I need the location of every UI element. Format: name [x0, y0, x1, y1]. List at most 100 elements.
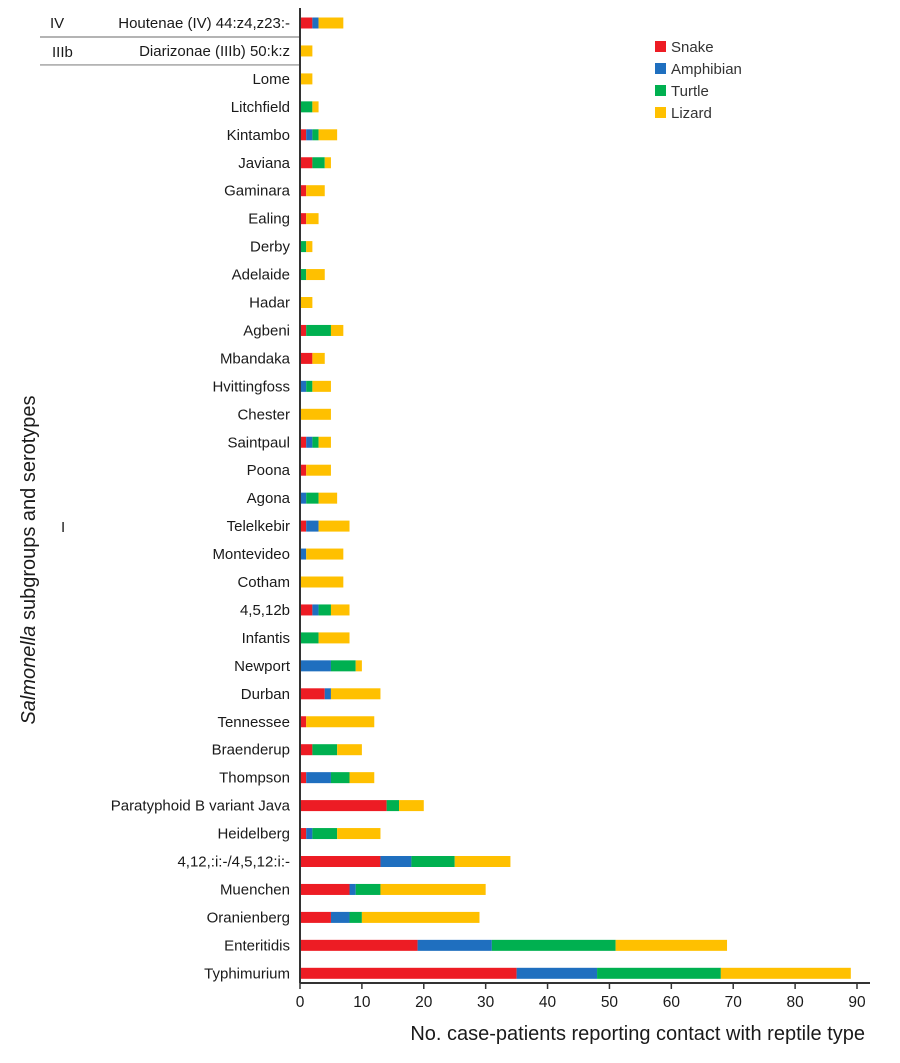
bar-segment-lizard: [330, 324, 344, 336]
bar-segment-lizard: [337, 828, 381, 840]
category-label: Lome: [252, 71, 290, 88]
bar-segment-lizard: [312, 380, 331, 392]
legend-label-lizard: Lizard: [671, 105, 712, 122]
subgroup-label: IIIb: [52, 44, 73, 61]
bar-segment-amphibian: [300, 660, 331, 672]
bar-segment-lizard: [454, 856, 511, 867]
category-label: Infantis: [242, 630, 290, 647]
category-label: Litchfield: [231, 99, 290, 116]
bar-segment-amphibian: [306, 129, 313, 141]
bars-layer: [300, 17, 851, 979]
bar-segment-turtle: [318, 604, 331, 616]
bar-segment-lizard: [306, 464, 331, 476]
bar-segment-snake: [300, 716, 307, 728]
bar-segment-snake: [300, 828, 307, 840]
subgroup-label: IV: [50, 15, 64, 32]
legend-label-turtle: Turtle: [671, 83, 709, 100]
bar-segment-lizard: [306, 716, 375, 728]
bar-segment-turtle: [300, 632, 319, 644]
legend-swatch-turtle: [655, 85, 666, 96]
bar-segment-amphibian: [300, 492, 307, 504]
bar-segment-amphibian: [312, 604, 319, 616]
bar-segment-amphibian: [380, 856, 412, 867]
bar-segment-snake: [300, 744, 313, 756]
category-label: Adelaide: [232, 267, 290, 284]
bar-segment-snake: [300, 352, 313, 364]
category-label: Newport: [234, 658, 291, 675]
bar-segment-lizard: [306, 185, 325, 197]
bar-segment-lizard: [306, 213, 319, 225]
bar-segment-snake: [300, 464, 307, 476]
bar-segment-snake: [300, 800, 387, 812]
category-label: 4,5,12b: [240, 602, 290, 619]
bar-segment-turtle: [349, 911, 362, 923]
bar-segment-lizard: [306, 241, 313, 253]
bar-segment-snake: [300, 324, 307, 336]
x-axis-ticks: 0 10 20 30 40 50 60 70 80 90: [296, 983, 866, 1011]
category-label: Heidelberg: [217, 826, 290, 843]
legend-swatch-amphibian: [655, 63, 666, 74]
bar-segment-lizard: [300, 45, 313, 57]
bar-segment-lizard: [615, 939, 728, 951]
bar-segment-snake: [300, 213, 307, 225]
legend-swatch-snake: [655, 41, 666, 52]
bar-segment-turtle: [312, 129, 319, 141]
x-tick-label: 30: [477, 994, 495, 1011]
bar-segment-snake: [300, 129, 307, 141]
legend-label-snake: Snake: [671, 39, 714, 56]
bar-segment-turtle: [312, 828, 338, 840]
bar-segment-amphibian: [300, 548, 307, 560]
x-tick-label: 40: [539, 994, 557, 1011]
category-label: Typhimurium: [204, 965, 290, 982]
bar-segment-amphibian: [516, 967, 598, 979]
x-tick-label: 90: [848, 994, 866, 1011]
category-label: Gaminara: [224, 183, 291, 200]
category-label: Derby: [250, 239, 291, 256]
bar-segment-amphibian: [330, 911, 350, 923]
bar-segment-snake: [300, 185, 307, 197]
bar-segment-turtle: [306, 324, 331, 336]
bar-segment-turtle: [491, 939, 616, 951]
x-tick-label: 50: [601, 994, 619, 1011]
category-label: Muenchen: [220, 881, 290, 898]
bar-segment-amphibian: [312, 17, 319, 29]
bar-segment-turtle: [386, 800, 400, 812]
category-label: Agbeni: [243, 322, 290, 339]
bar-segment-lizard: [312, 101, 319, 113]
bar-segment-lizard: [399, 800, 424, 812]
category-label: Chester: [237, 406, 290, 423]
bar-segment-snake: [300, 772, 307, 784]
bar-segment-amphibian: [306, 520, 319, 532]
legend-label-amphibian: Amphibian: [671, 61, 742, 78]
y-axis-label-italic: Salmonella: [18, 626, 40, 725]
bar-segment-turtle: [312, 157, 325, 169]
bar-segment-snake: [300, 967, 517, 979]
bar-segment-lizard: [300, 73, 313, 85]
bar-segment-turtle: [312, 436, 319, 448]
bar-segment-lizard: [349, 772, 375, 784]
bar-segment-lizard: [330, 604, 350, 616]
x-tick-label: 60: [663, 994, 681, 1011]
bar-segment-turtle: [300, 241, 307, 253]
bar-segment-lizard: [337, 744, 362, 756]
bar-segment-snake: [300, 856, 381, 867]
x-tick-label: 0: [296, 994, 305, 1011]
bar-segment-lizard: [318, 492, 338, 504]
bar-segment-lizard: [300, 576, 344, 588]
bar-segment-lizard: [318, 17, 344, 29]
bar-segment-lizard: [318, 129, 338, 141]
x-axis-label: No. case-patients reporting contact with…: [410, 1023, 865, 1045]
category-label: Javiana: [238, 155, 290, 172]
bar-segment-snake: [300, 911, 331, 923]
bar-segment-turtle: [306, 492, 319, 504]
category-label: Saintpaul: [227, 434, 290, 451]
bar-segment-turtle: [330, 660, 356, 672]
bar-segment-turtle: [411, 856, 455, 867]
bar-segment-amphibian: [300, 380, 307, 392]
bar-segment-turtle: [300, 101, 313, 113]
category-label: Thompson: [219, 770, 290, 787]
x-tick-label: 10: [353, 994, 371, 1011]
bar-segment-lizard: [380, 883, 486, 895]
category-label: Paratyphoid B variant Java: [111, 798, 291, 815]
